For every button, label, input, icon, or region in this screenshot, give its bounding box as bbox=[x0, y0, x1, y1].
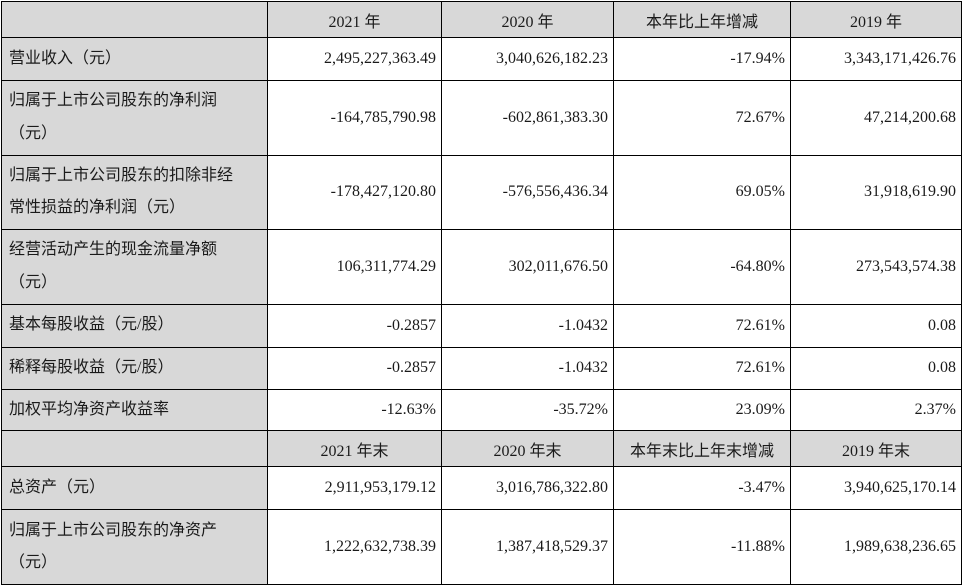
table-cell: 31,918,619.90 bbox=[790, 154, 962, 231]
table-cell: 72.61% bbox=[613, 303, 791, 348]
table-cell: -576,556,436.34 bbox=[441, 154, 614, 231]
table-cell: -64.80% bbox=[613, 229, 791, 305]
table-row-total-assets: 总资产（元） 2,911,953,179.12 3,016,786,322.80… bbox=[1, 466, 962, 511]
row-label-net-assets: 归属于上市公司股东的净资产 （元） bbox=[1, 509, 268, 585]
row-label-revenue: 营业收入（元） bbox=[1, 37, 268, 81]
table-row-net-assets: 归属于上市公司股东的净资产 （元） 1,222,632,738.39 1,387… bbox=[1, 509, 962, 585]
row-label-total-assets: 总资产（元） bbox=[1, 466, 268, 511]
table-cell: 1,989,638,236.65 bbox=[790, 509, 962, 585]
row-label-weighted-avg-roe: 加权平均净资产收益率 bbox=[1, 388, 268, 432]
table-cell: -3.47% bbox=[613, 466, 791, 511]
yearend-header-row: 2021 年末 2020 年末 本年末比上年末增减 2019 年末 bbox=[1, 430, 962, 468]
table-cell: 23.09% bbox=[613, 388, 791, 432]
table-cell: 302,011,676.50 bbox=[441, 229, 614, 305]
table-cell: 1,222,632,738.39 bbox=[267, 509, 442, 585]
table-row-weighted-avg-roe: 加权平均净资产收益率 -12.63% -35.72% 23.09% 2.37% bbox=[1, 388, 962, 432]
row-label-basic-eps: 基本每股收益（元/股） bbox=[1, 303, 268, 348]
table-cell: -602,861,383.30 bbox=[441, 80, 614, 156]
row-label-net-profit: 归属于上市公司股东的净利润 （元） bbox=[1, 80, 268, 156]
table-cell: -164,785,790.98 bbox=[267, 80, 442, 156]
table-cell: 273,543,574.38 bbox=[790, 229, 962, 305]
blank-corner-cell bbox=[1, 430, 268, 468]
table-cell: -17.94% bbox=[613, 37, 791, 81]
column-header-2020-end: 2020 年末 bbox=[441, 430, 614, 468]
column-header-2020: 2020 年 bbox=[441, 1, 614, 38]
table-row-operating-cash-flow: 经营活动产生的现金流量净额 （元） 106,311,774.29 302,011… bbox=[1, 229, 962, 305]
table-cell: 0.08 bbox=[790, 346, 962, 390]
table-cell: -0.2857 bbox=[267, 346, 442, 390]
table-cell: -0.2857 bbox=[267, 303, 442, 348]
row-label-diluted-eps: 稀释每股收益（元/股） bbox=[1, 346, 268, 390]
column-header-2021-end: 2021 年末 bbox=[267, 430, 442, 468]
table-cell: 47,214,200.68 bbox=[790, 80, 962, 156]
table-cell: 1,387,418,529.37 bbox=[441, 509, 614, 585]
table-cell: 0.08 bbox=[790, 303, 962, 348]
column-header-yoy-change: 本年比上年增减 bbox=[613, 1, 791, 38]
table-cell: -35.72% bbox=[441, 388, 614, 432]
table-row-revenue: 营业收入（元） 2,495,227,363.49 3,040,626,182.2… bbox=[1, 37, 962, 81]
column-header-2019: 2019 年 bbox=[790, 1, 962, 38]
table-cell: -178,427,120.80 bbox=[267, 154, 442, 231]
table-cell: 106,311,774.29 bbox=[267, 229, 442, 305]
table-cell: 2.37% bbox=[790, 388, 962, 432]
table-row-net-profit: 归属于上市公司股东的净利润 （元） -164,785,790.98 -602,8… bbox=[1, 80, 962, 156]
table-row-diluted-eps: 稀释每股收益（元/股） -0.2857 -1.0432 72.61% 0.08 bbox=[1, 346, 962, 390]
table-cell: 3,343,171,426.76 bbox=[790, 37, 962, 81]
table-cell: -1.0432 bbox=[441, 346, 614, 390]
table-cell: 2,495,227,363.49 bbox=[267, 37, 442, 81]
table-cell: 72.61% bbox=[613, 346, 791, 390]
table-cell: 72.67% bbox=[613, 80, 791, 156]
column-header-yearend-change: 本年末比上年末增减 bbox=[613, 430, 791, 468]
column-header-2019-end: 2019 年末 bbox=[790, 430, 962, 468]
table-cell: 69.05% bbox=[613, 154, 791, 231]
row-label-net-profit-excl-nonrecurring: 归属于上市公司股东的扣除非经 常性损益的净利润（元） bbox=[1, 154, 268, 231]
column-header-2021: 2021 年 bbox=[267, 1, 442, 38]
table-cell: -11.88% bbox=[613, 509, 791, 585]
table-cell: -12.63% bbox=[267, 388, 442, 432]
table-cell: 2,911,953,179.12 bbox=[267, 466, 442, 511]
table-cell: 3,940,625,170.14 bbox=[790, 466, 962, 511]
table-cell: 3,016,786,322.80 bbox=[441, 466, 614, 511]
table-row-basic-eps: 基本每股收益（元/股） -0.2857 -1.0432 72.61% 0.08 bbox=[1, 303, 962, 348]
year-header-row: 2021 年 2020 年 本年比上年增减 2019 年 bbox=[1, 1, 962, 38]
table-row-net-profit-excl-nonrecurring: 归属于上市公司股东的扣除非经 常性损益的净利润（元） -178,427,120.… bbox=[1, 154, 962, 231]
table-cell: -1.0432 bbox=[441, 303, 614, 348]
blank-corner-cell bbox=[1, 1, 268, 38]
table-cell: 3,040,626,182.23 bbox=[441, 37, 614, 81]
row-label-operating-cash-flow: 经营活动产生的现金流量净额 （元） bbox=[1, 229, 268, 305]
